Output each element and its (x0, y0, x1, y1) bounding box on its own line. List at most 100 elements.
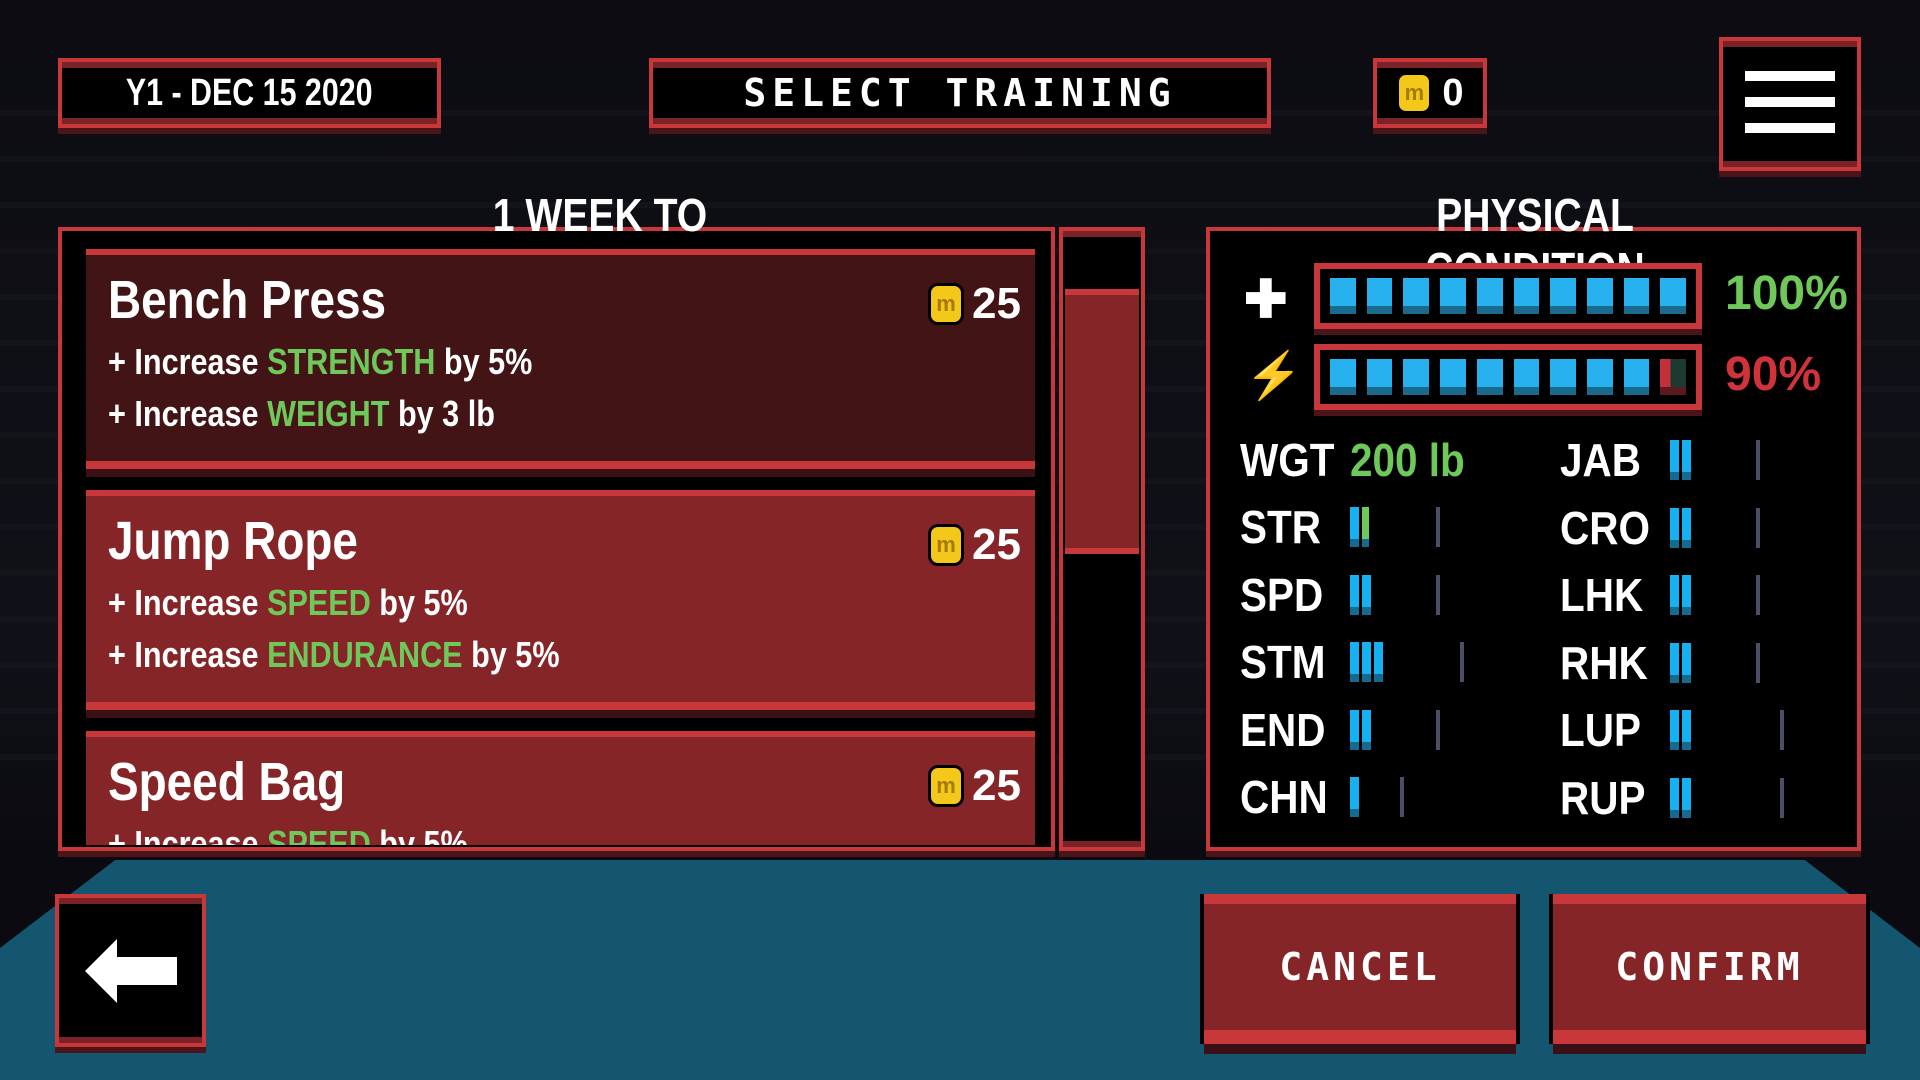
stat-rhk: RHK (1560, 633, 1870, 693)
energy-percent: 90% (1725, 348, 1822, 401)
stat-pip (1682, 642, 1691, 683)
menu-button[interactable] (1719, 37, 1861, 171)
cost-value: 25 (972, 520, 1021, 569)
hamburger-menu-icon (1745, 71, 1835, 133)
bar-segment (1660, 359, 1687, 395)
confirm-button[interactable]: CONFIRM (1553, 894, 1866, 1044)
stat-label: JAB (1560, 434, 1641, 486)
date-text: Y1 - DEC 15 2020 (126, 71, 373, 114)
effect-prefix: + Increase (108, 582, 268, 623)
effect-prefix: + Increase (108, 634, 268, 675)
coin-icon: m (1396, 72, 1433, 114)
stat-pip (1682, 440, 1691, 480)
bar-segment (1550, 359, 1576, 395)
stat-pip (1350, 777, 1359, 817)
stat-max-marker (1460, 642, 1464, 682)
weight-label: WGT (1240, 434, 1335, 486)
coin-balance: m 0 (1373, 58, 1487, 128)
date-display: Y1 - DEC 15 2020 (58, 58, 441, 128)
stat-end: END (1240, 700, 1550, 760)
stat-stm: STM (1240, 632, 1550, 692)
stat-pip (1362, 574, 1371, 615)
bar-segment (1403, 359, 1430, 395)
stat-max-marker (1756, 440, 1760, 480)
lightning-icon: ⚡ (1245, 349, 1303, 401)
scrollbar-track[interactable] (1059, 227, 1145, 851)
stat-label: STR (1240, 501, 1321, 553)
training-name: Jump Rope (108, 511, 358, 571)
stat-pip (1670, 507, 1679, 548)
effect-amount: by 5% (370, 823, 468, 845)
stat-bar (1350, 574, 1550, 615)
stat-spd: SPD (1240, 565, 1550, 625)
arrow-left-icon (84, 938, 177, 1003)
stat-label: END (1240, 703, 1326, 756)
physical-condition-panel (1206, 227, 1861, 851)
training-cost: m 25 (928, 520, 1021, 570)
bar-segment (1623, 359, 1650, 395)
stat-rup: RUP (1560, 768, 1870, 828)
stat-bar (1350, 709, 1550, 750)
bar-segment (1586, 278, 1613, 314)
weight-value: 200 lb (1350, 434, 1465, 486)
stat-max-marker (1756, 642, 1760, 683)
stat-lhk: LHK (1560, 565, 1870, 625)
stat-pip (1374, 642, 1383, 682)
stat-pip (1670, 575, 1679, 615)
stat-pip (1682, 777, 1691, 818)
stat-max-marker (1436, 507, 1440, 547)
coin-icon: m (928, 765, 965, 807)
bar-segment (1476, 359, 1503, 395)
bar-segment (1513, 359, 1540, 395)
bar-segment (1513, 278, 1540, 314)
bar-segment (1660, 278, 1687, 314)
stat-label: CHN (1240, 771, 1328, 823)
training-cost: m 25 (928, 761, 1021, 811)
stat-pip (1670, 777, 1679, 818)
stat-max-marker (1756, 507, 1760, 548)
stat-bar (1350, 777, 1550, 817)
health-percent: 100% (1725, 267, 1848, 320)
stat-max-marker (1780, 710, 1784, 750)
training-name: Bench Press (108, 270, 387, 330)
cancel-button[interactable]: CANCEL (1204, 894, 1516, 1044)
bar-segment (1623, 278, 1650, 314)
training-name: Speed Bag (108, 752, 346, 812)
bar-segment (1440, 278, 1466, 314)
effect-amount: by 3 lb (389, 393, 495, 434)
stat-pip (1350, 507, 1359, 547)
cost-value: 25 (972, 761, 1021, 810)
training-card[interactable]: Speed Bag m 25 + Increase SPEED by 5% (86, 731, 1035, 845)
stat-cro: CRO (1560, 498, 1870, 558)
plus-icon: ✚ (1244, 271, 1288, 329)
stat-pip (1682, 575, 1691, 615)
weight-stat: WGT 200 lb (1240, 430, 1480, 490)
stat-pip (1362, 507, 1369, 547)
stat-pip (1350, 709, 1359, 750)
effect-amount: by 5% (370, 582, 468, 623)
training-effect: + Increase STRENGTH by 5% (108, 341, 877, 383)
effect-amount: by 5% (435, 341, 533, 382)
coin-icon: m (928, 524, 965, 566)
training-card[interactable]: Jump Rope m 25 + Increase SPEED by 5% + Inc… (86, 490, 1035, 710)
training-effect: + Increase SPEED by 5% (108, 823, 877, 845)
stat-pip (1670, 710, 1679, 750)
stat-pip (1670, 642, 1679, 683)
coin-count: 0 (1442, 71, 1464, 114)
stat-bar (1350, 507, 1550, 547)
scrollbar-thumb[interactable] (1065, 289, 1139, 554)
effect-prefix: + Increase (108, 823, 268, 845)
stat-bar (1670, 507, 1870, 548)
bar-segment (1330, 278, 1356, 314)
effect-stat: WEIGHT (267, 393, 390, 434)
bar-segment (1586, 359, 1613, 395)
stat-max-marker (1780, 777, 1784, 818)
training-effect: + Increase ENDURANCE by 5% (108, 634, 877, 676)
training-card[interactable]: Bench Press m 25 + Increase STRENGTH by 5%… (86, 249, 1035, 469)
stat-pip (1362, 709, 1371, 750)
bar-segment (1403, 278, 1430, 314)
energy-bar (1314, 344, 1702, 410)
back-button[interactable] (55, 894, 206, 1047)
stat-bar (1670, 642, 1870, 683)
stat-label: LUP (1560, 704, 1641, 756)
